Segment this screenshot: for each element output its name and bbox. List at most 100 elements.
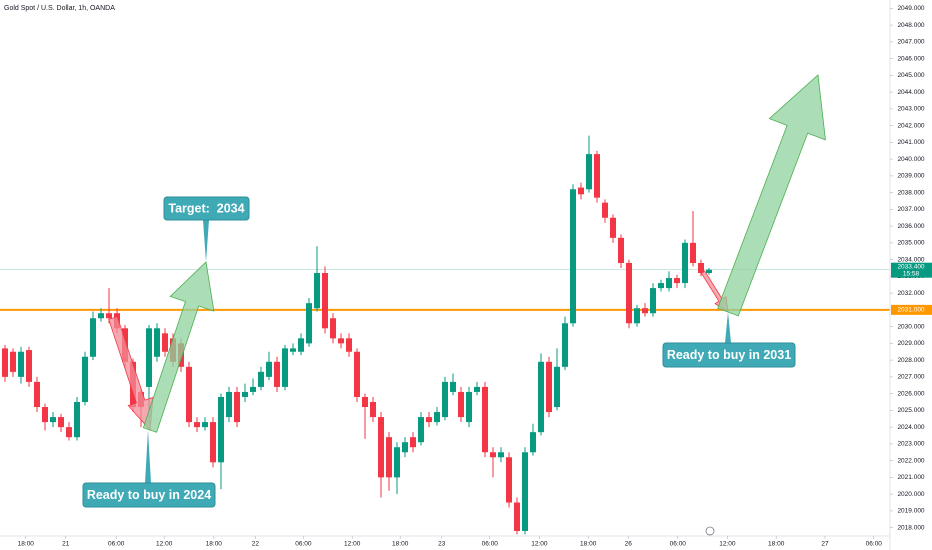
candle-body: [442, 381, 448, 418]
x-tick-label: 23: [438, 541, 446, 548]
callout-box: [82, 482, 216, 508]
candle-body: [250, 386, 256, 392]
y-tick-label: 2025.000: [897, 407, 924, 414]
candle-body: [26, 350, 32, 382]
candle-body: [362, 396, 368, 408]
y-tick-label: 2032.000: [897, 290, 924, 297]
x-tick-label: 12:00: [531, 541, 548, 548]
candle-body: [402, 442, 408, 453]
callout-pointer: [145, 430, 151, 483]
callout-text: Target: 2034: [168, 201, 244, 215]
x-tick-label: 21: [62, 541, 70, 548]
candle-body: [338, 338, 344, 344]
candle-body: [306, 303, 312, 344]
candle-body: [194, 422, 200, 428]
candle-body: [162, 333, 168, 352]
candle-body: [234, 391, 240, 423]
drawings: [108, 74, 826, 433]
last-price-badge: [891, 262, 932, 278]
candle-body: [578, 187, 584, 195]
y-tick-label: 2038.000: [897, 189, 924, 196]
x-tick-label: 26: [625, 541, 633, 548]
last-price-label: 2033.400: [897, 263, 924, 270]
y-tick-label: 2022.000: [897, 457, 924, 464]
candle-body: [626, 262, 632, 324]
candle-body: [642, 308, 648, 314]
candle-body: [266, 361, 272, 377]
candle-body: [682, 242, 688, 284]
y-tick-label: 2027.000: [897, 374, 924, 381]
y-tick-label: 2028.000: [897, 357, 924, 364]
x-tick-label: 06:00: [866, 541, 883, 548]
arrow-up: [142, 261, 215, 433]
y-tick-label: 2019.000: [897, 508, 924, 515]
hline-label: 2031.000: [897, 307, 924, 314]
candle-body: [386, 437, 392, 478]
x-tick-label: 06:00: [108, 541, 125, 548]
candle-body: [426, 417, 432, 423]
candle-body: [202, 422, 208, 428]
callout-pointer: [725, 312, 731, 343]
candle-body: [538, 361, 544, 433]
candle-body: [514, 502, 520, 531]
candle-body: [378, 417, 384, 478]
candle-body: [282, 348, 288, 387]
candle-body: [450, 381, 456, 392]
y-tick-label: 2018.000: [897, 524, 924, 531]
x-tick-label: 06:00: [295, 541, 312, 548]
candle-body: [90, 318, 96, 357]
candle-body: [474, 386, 480, 392]
y-tick-label: 2045.000: [897, 72, 924, 79]
x-tick-label: 22: [252, 541, 260, 548]
candle-body: [498, 452, 504, 458]
candle-body: [346, 338, 352, 352]
candle-body: [610, 217, 616, 238]
event-icon[interactable]: [705, 526, 715, 536]
x-tick-label: 06:00: [482, 541, 499, 548]
callout-buy-2031: Ready to buy in 2031: [662, 312, 796, 368]
candle-body: [570, 189, 576, 324]
candle-body: [434, 412, 440, 423]
candle-body: [18, 351, 24, 377]
candle-body: [602, 202, 608, 218]
candle-body: [586, 154, 592, 190]
y-tick-label: 2039.000: [897, 173, 924, 180]
candle-body: [106, 313, 112, 319]
candle-body: [50, 417, 56, 423]
candle-body: [274, 361, 280, 387]
candle-body: [674, 278, 680, 284]
candle-body: [410, 437, 416, 448]
candle-body: [706, 269, 712, 274]
candle-body: [66, 427, 72, 438]
candle-body: [74, 402, 80, 438]
candle-body: [522, 452, 528, 531]
x-tick-label: 12:00: [719, 541, 736, 548]
candle-body: [466, 391, 472, 423]
candle-body: [650, 288, 656, 314]
candle-body: [562, 323, 568, 367]
candle-body: [690, 242, 696, 263]
candle-body: [418, 417, 424, 443]
candle-body: [186, 366, 192, 423]
candle-body: [354, 351, 360, 397]
candle-body: [210, 422, 216, 463]
callout-target: Target: 2034: [163, 196, 250, 262]
x-tick-label: 27: [821, 541, 829, 548]
y-tick-label: 2042.000: [897, 122, 924, 129]
candle-body: [554, 366, 560, 408]
candle-body: [490, 452, 496, 458]
callout-box: [163, 196, 250, 221]
y-tick-label: 2046.000: [897, 55, 924, 62]
candle-body: [394, 447, 400, 478]
arrow-up: [717, 74, 826, 317]
candle-body: [314, 273, 320, 309]
y-tick-label: 2023.000: [897, 441, 924, 448]
price-axis: 2018.000 2019.000 2020.000 2021.000 2022.000…: [18, 5, 932, 548]
candle-body: [594, 154, 600, 198]
candle-body: [98, 313, 104, 319]
x-tick-label: 18:00: [768, 541, 785, 548]
x-tick-label: 06:00: [670, 541, 687, 548]
x-tick-label: 18:00: [206, 541, 223, 548]
